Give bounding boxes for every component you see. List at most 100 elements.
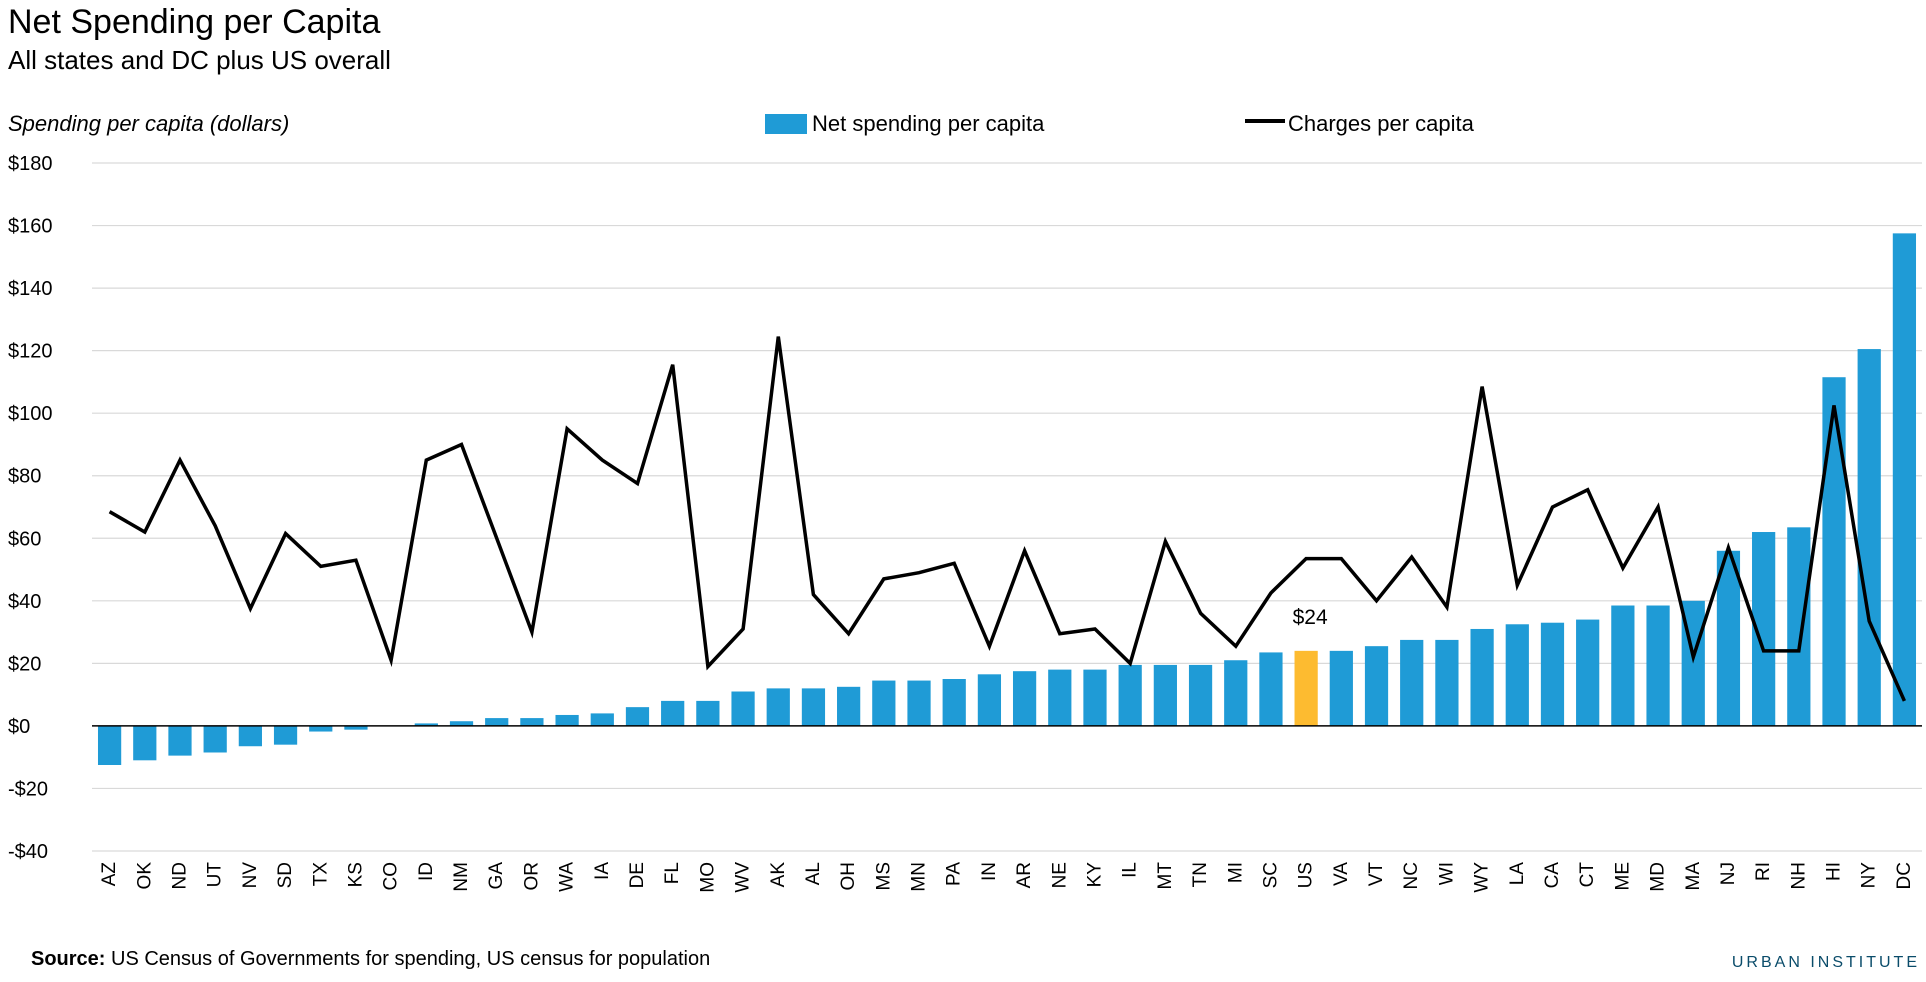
legend: Net spending per capita Charges per capi… xyxy=(765,111,1475,136)
bar-md xyxy=(1646,605,1670,726)
x-tick-label-tn: TN xyxy=(1190,862,1211,887)
x-tick-label-in: IN xyxy=(979,862,1000,881)
bar-pa xyxy=(942,679,966,726)
bar-mo xyxy=(696,700,720,726)
y-tick-label: $140 xyxy=(8,278,53,300)
urban-institute-logo: URBAN INSTITUTE xyxy=(1732,954,1920,971)
x-tick-label-md: MD xyxy=(1648,862,1669,892)
bar-id xyxy=(414,723,438,726)
bar-tx xyxy=(309,725,333,732)
x-tick-label-nh: NH xyxy=(1788,862,1809,889)
bar-hi xyxy=(1822,377,1846,726)
x-tick-label-sc: SC xyxy=(1260,862,1281,888)
x-tick-label-ca: CA xyxy=(1542,862,1563,889)
bar-ks xyxy=(344,725,368,730)
x-tick-label-va: VA xyxy=(1331,862,1352,886)
x-tick-label-wa: WA xyxy=(557,862,578,892)
x-tick-label-or: OR xyxy=(521,862,542,891)
bar-la xyxy=(1505,624,1529,726)
bar-il xyxy=(1118,664,1142,726)
x-tick-label-ky: KY xyxy=(1084,862,1105,888)
x-tick-label-ga: GA xyxy=(486,862,507,890)
source-label: Source: xyxy=(31,948,105,970)
x-tick-label-de: DE xyxy=(627,862,648,888)
legend-swatch-net-spending xyxy=(765,114,807,134)
chart-title: Net Spending per Capita xyxy=(8,3,380,41)
bar-de xyxy=(625,707,650,726)
x-tick-label-ok: OK xyxy=(134,862,155,890)
x-tick-label-mn: MN xyxy=(909,862,930,892)
x-tick-label-ct: CT xyxy=(1577,862,1598,888)
x-tick-label-co: CO xyxy=(381,862,402,891)
x-tick-label-ms: MS xyxy=(873,862,894,891)
x-tick-label-ma: MA xyxy=(1683,862,1704,891)
bar-va xyxy=(1329,650,1353,726)
line-series xyxy=(108,336,1907,702)
bar-ar xyxy=(1012,671,1037,726)
bar-ak xyxy=(766,688,790,726)
x-axis-ticks: AZ OK ND UT NV SD TX KS CO ID NM GA OR WA IA DE FL MO WV AK… xyxy=(99,862,1915,893)
bar-in xyxy=(977,674,1002,726)
x-tick-label-az: AZ xyxy=(99,862,120,887)
legend-label-charges: Charges per capita xyxy=(1288,111,1475,136)
bar-ok xyxy=(133,725,157,761)
y-tick-label: -$20 xyxy=(8,778,48,800)
bar-nv xyxy=(238,725,262,747)
x-tick-label-la: LA xyxy=(1507,862,1528,886)
x-tick-label-me: ME xyxy=(1612,862,1633,891)
bar-ia xyxy=(590,713,614,726)
bar-nc xyxy=(1400,639,1424,726)
x-tick-label-nd: ND xyxy=(169,862,190,889)
bar-ut xyxy=(203,725,227,753)
charges-per-capita-line xyxy=(108,336,1907,702)
x-tick-label-wv: WV xyxy=(733,862,754,893)
bar-oh xyxy=(837,686,861,726)
chart-subtitle: All states and DC plus US overall xyxy=(8,45,391,75)
bar-mt xyxy=(1153,664,1177,726)
x-tick-label-fl: FL xyxy=(662,862,683,884)
gridlines xyxy=(92,162,1922,852)
x-tick-label-ny: NY xyxy=(1859,862,1880,889)
bar-tn xyxy=(1188,664,1213,726)
x-tick-label-nj: NJ xyxy=(1718,862,1739,885)
bar-us xyxy=(1294,650,1318,726)
x-tick-label-al: AL xyxy=(803,862,824,885)
bar-fl xyxy=(661,700,685,726)
y-tick-label: $120 xyxy=(8,341,53,363)
bar-al xyxy=(801,688,826,726)
bar-wi xyxy=(1435,639,1459,726)
x-tick-label-us: US xyxy=(1296,862,1317,888)
x-tick-label-ne: NE xyxy=(1049,862,1070,888)
x-tick-label-wy: WY xyxy=(1472,862,1493,893)
bar-sd xyxy=(273,725,298,745)
x-tick-label-vt: VT xyxy=(1366,862,1387,887)
x-tick-label-hi: HI xyxy=(1824,862,1845,881)
x-tick-label-pa: PA xyxy=(944,862,965,886)
y-tick-label: $40 xyxy=(8,591,41,613)
source-text: US Census of Governments for spending, U… xyxy=(105,948,710,970)
bar-nd xyxy=(168,725,192,756)
legend-label-net-spending: Net spending per capita xyxy=(812,111,1045,136)
source-note: Source: US Census of Governments for spe… xyxy=(31,948,710,970)
x-tick-label-ar: AR xyxy=(1014,862,1035,888)
y-tick-label: $60 xyxy=(8,528,41,550)
y-tick-label: $80 xyxy=(8,466,41,488)
bar-ca xyxy=(1540,622,1565,726)
x-tick-label-nv: NV xyxy=(240,862,261,889)
x-tick-label-ak: AK xyxy=(768,862,789,888)
x-tick-label-sd: SD xyxy=(275,862,296,888)
x-tick-label-dc: DC xyxy=(1894,862,1915,889)
bar-nm xyxy=(449,721,474,726)
x-tick-label-mo: MO xyxy=(697,862,718,893)
y-tick-label: $20 xyxy=(8,653,41,675)
x-tick-label-mi: MI xyxy=(1225,862,1246,883)
x-tick-label-ri: RI xyxy=(1753,862,1774,881)
bar-ct xyxy=(1576,619,1600,726)
bar-or xyxy=(520,718,544,726)
y-axis-title: Spending per capita (dollars) xyxy=(8,111,289,136)
bar-series xyxy=(97,233,1917,765)
bar-vt xyxy=(1364,646,1389,726)
x-tick-label-id: ID xyxy=(416,862,437,881)
bar-nh xyxy=(1787,527,1811,726)
